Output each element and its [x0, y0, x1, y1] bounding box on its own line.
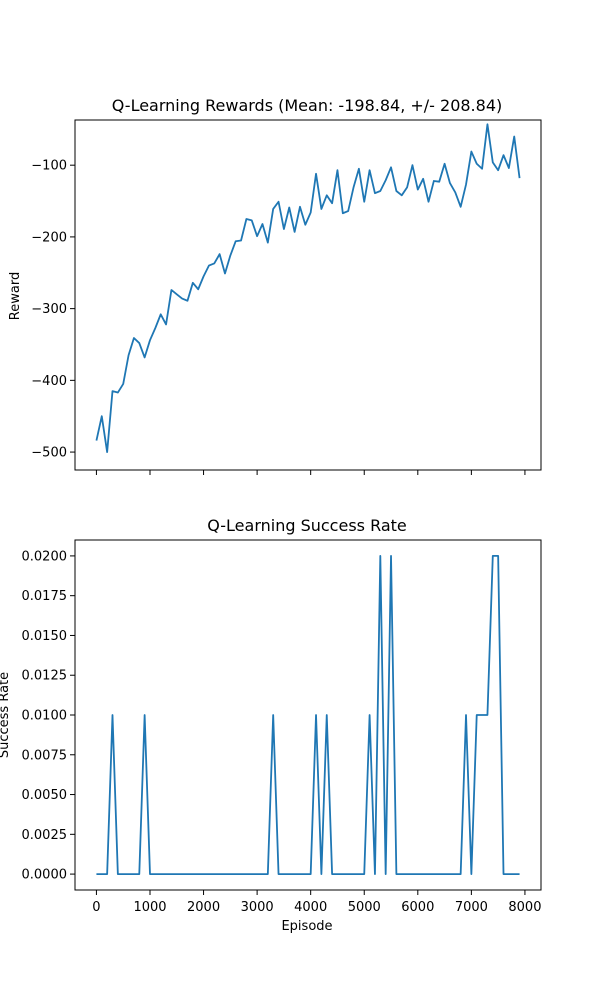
- success-rate-x-tick-label: 7000: [455, 900, 488, 915]
- success-rate-y-tick-label: 0.0150: [22, 629, 68, 644]
- rewards-chart-title: Q-Learning Rewards (Mean: -198.84, +/- 2…: [112, 96, 503, 115]
- success-rate-x-tick-label: 0: [92, 900, 100, 915]
- rewards-y-tick-label: −500: [31, 446, 67, 461]
- success-rate-y-tick-label: 0.0000: [22, 868, 68, 883]
- rewards-series-line: [95, 123, 521, 453]
- success-rate-y-tick-label: 0.0200: [22, 549, 68, 564]
- success-rate-x-tick-label: 1000: [133, 900, 166, 915]
- success-rate-x-tick-label: 8000: [508, 900, 541, 915]
- success-rate-series-line: [96, 555, 520, 875]
- rewards-y-axis-label: Reward: [8, 272, 23, 320]
- success-rate-x-tick-label: 3000: [241, 900, 274, 915]
- success-rate-y-tick-label: 0.0050: [22, 788, 68, 803]
- success-rate-y-tick-label: 0.0025: [22, 828, 68, 843]
- rewards-y-tick-label: −100: [31, 159, 67, 174]
- success-rate-y-tick-label: 0.0100: [22, 709, 68, 724]
- rewards-chart: Q-Learning Rewards (Mean: -198.84, +/- 2…: [8, 96, 542, 475]
- success-rate-chart: Q-Learning Success Rate Episode Success …: [0, 516, 542, 934]
- success-rate-chart-title: Q-Learning Success Rate: [207, 516, 407, 535]
- success-rate-x-axis-label: Episode: [281, 919, 332, 934]
- success-rate-x-tick-label: 6000: [401, 900, 434, 915]
- rewards-y-tick-label: −300: [31, 302, 67, 317]
- success-rate-x-tick-label: 2000: [187, 900, 220, 915]
- success-rate-y-tick-label: 0.0125: [22, 669, 68, 684]
- success-rate-y-tick-label: 0.0175: [22, 589, 68, 604]
- success-rate-y-axis-label: Success Rate: [0, 672, 12, 758]
- success-rate-x-tick-label: 5000: [348, 900, 381, 915]
- success-rate-y-tick-label: 0.0075: [22, 748, 68, 763]
- rewards-y-tick-label: −200: [31, 230, 67, 245]
- rewards-plot-frame: [74, 119, 542, 471]
- success-rate-x-tick-label: 4000: [294, 900, 327, 915]
- rewards-y-tick-label: −400: [31, 374, 67, 389]
